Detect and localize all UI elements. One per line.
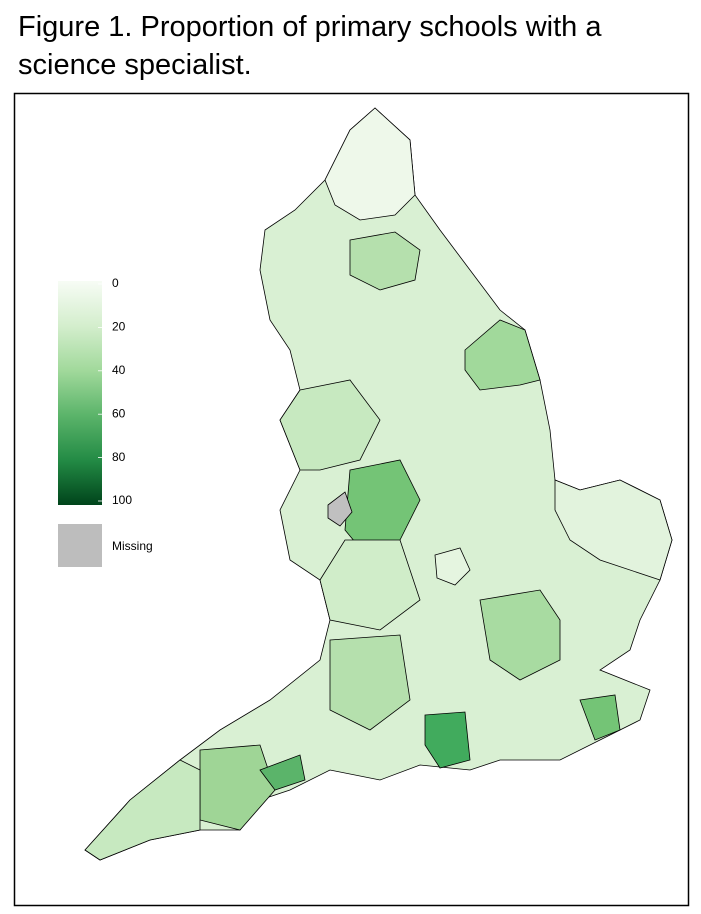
map-region (329, 634, 411, 731)
map-region (579, 694, 621, 741)
map-region (84, 759, 201, 861)
missing-swatch (58, 524, 102, 567)
map-region (279, 379, 381, 471)
map-region (479, 589, 561, 681)
scale-tick-label: 60 (112, 406, 126, 420)
map-region (424, 711, 471, 769)
map-region (554, 479, 673, 581)
map-region (464, 319, 541, 391)
scale-tick-label: 40 (112, 363, 126, 377)
scale-tick-label: 80 (112, 450, 126, 464)
map-region (434, 547, 471, 586)
map-region (349, 231, 421, 291)
scale-tick-label: 0 (112, 276, 119, 290)
map-region (324, 107, 416, 221)
map-region (327, 491, 353, 527)
figure-title: Figure 1. Proportion of primary schools … (18, 11, 602, 81)
england-map (84, 107, 673, 861)
map-region (199, 744, 276, 831)
missing-label: Missing (112, 539, 153, 553)
scale-tick-label: 20 (112, 320, 126, 334)
map-region (259, 754, 306, 791)
color-scale (58, 281, 102, 505)
map-region (319, 539, 421, 631)
scale-tick-label: 100 (112, 493, 132, 507)
map-frame (13, 92, 690, 907)
